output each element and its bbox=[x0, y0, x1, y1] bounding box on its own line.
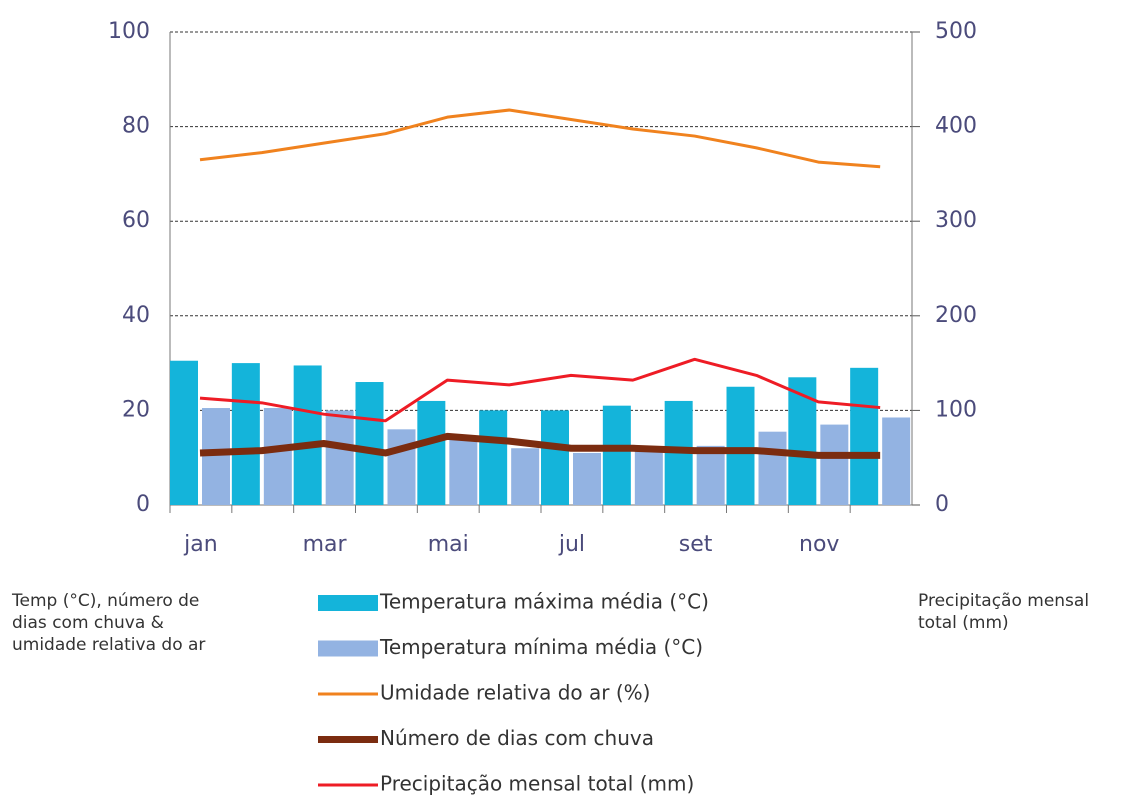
bar bbox=[387, 429, 416, 505]
y-tick-label: 60 bbox=[122, 208, 150, 233]
bar bbox=[479, 410, 508, 505]
legend-label: Número de dias com chuva bbox=[380, 726, 654, 750]
y2-tick-label: 100 bbox=[935, 397, 977, 422]
bar bbox=[231, 363, 260, 505]
bar bbox=[573, 452, 601, 505]
x-tick-label: mar bbox=[303, 532, 348, 557]
bar bbox=[449, 436, 478, 505]
y-axis-label: Temp (°C), número de dias com chuva & um… bbox=[12, 591, 206, 655]
x-tick-label: mai bbox=[428, 532, 469, 557]
bar bbox=[882, 417, 911, 505]
bar bbox=[417, 400, 446, 505]
y-tick-label: 20 bbox=[122, 397, 150, 422]
x-tick-label: jul bbox=[558, 532, 585, 557]
y2-tick-label: 200 bbox=[935, 303, 977, 328]
y-tick-label: 40 bbox=[122, 303, 150, 328]
y2-tick-label: 500 bbox=[935, 19, 977, 44]
legend-label: Temperatura máxima média (°C) bbox=[379, 590, 709, 614]
x-tick-label: set bbox=[679, 532, 713, 557]
y2-tick-label: 300 bbox=[935, 208, 977, 233]
legend-label: Temperatura mínima média (°C) bbox=[379, 635, 703, 659]
legend-swatch bbox=[318, 640, 378, 657]
bar bbox=[602, 405, 631, 505]
bar bbox=[325, 410, 354, 505]
bar bbox=[263, 408, 292, 505]
bar bbox=[820, 424, 849, 505]
y-tick-label: 80 bbox=[122, 114, 150, 139]
x-tick-label: jan bbox=[183, 532, 218, 557]
bar bbox=[758, 431, 787, 505]
line bbox=[199, 432, 881, 459]
bar bbox=[726, 386, 755, 505]
bar bbox=[293, 365, 322, 505]
bar bbox=[541, 410, 569, 505]
y-tick-label: 0 bbox=[136, 492, 150, 517]
y2-tick-label: 0 bbox=[935, 492, 949, 517]
x-tick-label: nov bbox=[799, 532, 839, 557]
legend-swatch bbox=[318, 595, 378, 611]
legend-label: Umidade relativa do ar (%) bbox=[380, 681, 650, 705]
bar bbox=[850, 367, 879, 505]
y2-axis-label: Precipitação mensal total (mm) bbox=[918, 591, 1090, 633]
bar bbox=[634, 448, 663, 505]
bar bbox=[696, 445, 725, 505]
bar bbox=[170, 360, 198, 505]
bar bbox=[511, 448, 540, 505]
line bbox=[199, 357, 881, 423]
y-tick-label: 100 bbox=[108, 19, 150, 44]
line bbox=[199, 108, 881, 169]
bar bbox=[202, 408, 230, 505]
legend-label: Precipitação mensal total (mm) bbox=[380, 772, 694, 796]
y2-tick-label: 400 bbox=[935, 114, 977, 139]
bar bbox=[355, 382, 384, 505]
